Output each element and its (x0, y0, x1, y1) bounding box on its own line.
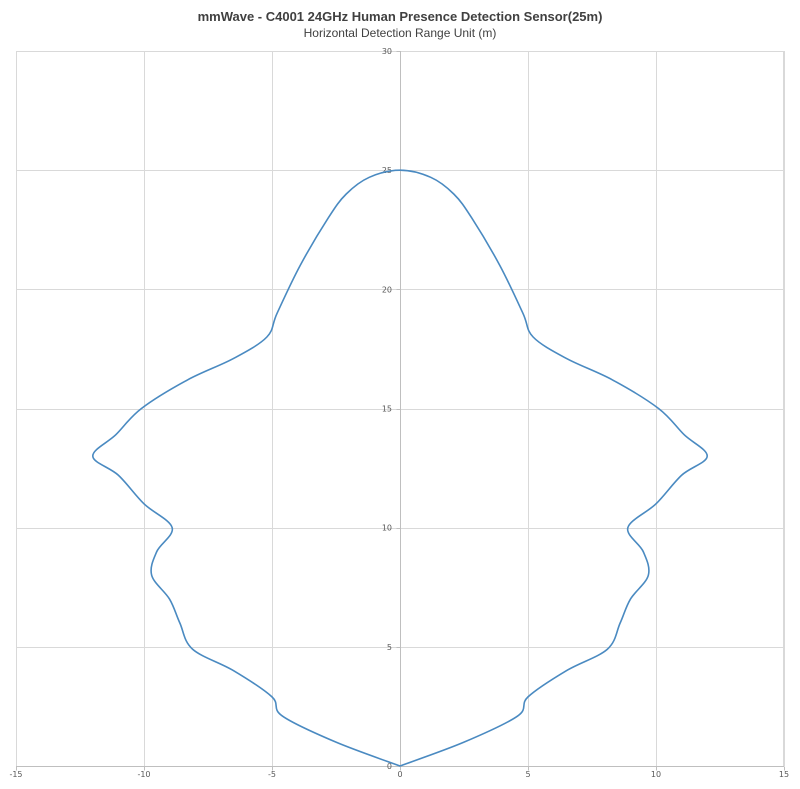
x-tick-label: -10 (137, 770, 150, 779)
y-tick-label: 30 (382, 47, 392, 56)
tick-labels: -15 -10 -5 0 5 10 15 0 5 10 15 20 25 30 (9, 47, 789, 779)
y-tick-label: 20 (382, 285, 392, 294)
x-tick-label: -15 (9, 770, 22, 779)
chart-subtitle: Horizontal Detection Range Unit (m) (304, 26, 497, 40)
x-tick-label: 5 (525, 770, 530, 779)
x-tick-label: -5 (268, 770, 276, 779)
series-layer (92, 169, 708, 767)
detection-range-series-line (92, 169, 708, 767)
y-tick-label: 0 (387, 762, 392, 771)
y-tick-label: 15 (382, 405, 392, 414)
y-tick-label: 25 (382, 166, 392, 175)
y-tick-label: 10 (382, 524, 392, 533)
x-tick-label: 15 (779, 770, 789, 779)
x-tick-label: 10 (651, 770, 661, 779)
chart-title: mmWave - C4001 24GHz Human Presence Dete… (198, 9, 603, 24)
x-tick-label: 0 (397, 770, 402, 779)
y-tick-label: 5 (387, 643, 392, 652)
axes (16, 51, 785, 771)
